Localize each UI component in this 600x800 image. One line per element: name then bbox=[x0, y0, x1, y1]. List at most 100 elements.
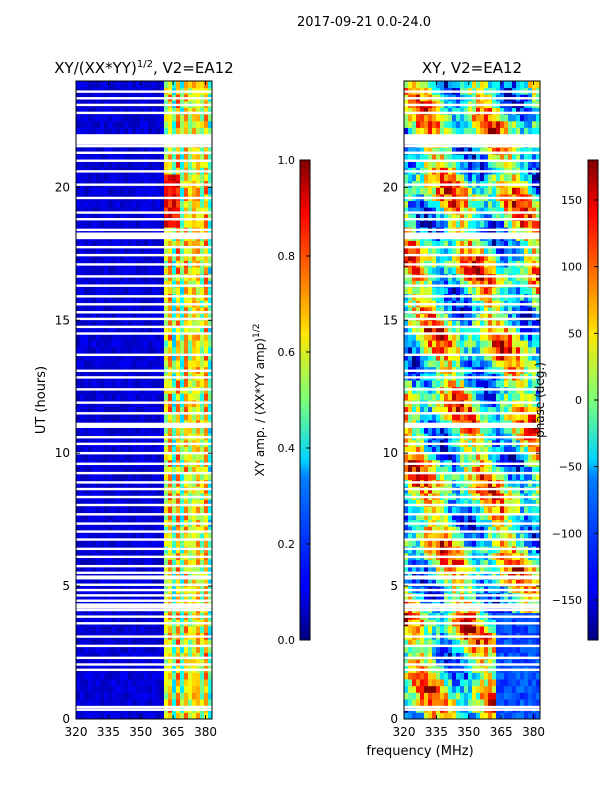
amp-heatmap-cell bbox=[180, 539, 185, 547]
amp-heatmap-cell bbox=[168, 333, 173, 341]
amp-flagged-gap bbox=[76, 183, 212, 186]
ph-heatmap-cell bbox=[536, 699, 540, 707]
amp-heatmap-cell bbox=[176, 240, 181, 248]
ph-heatmap-cell bbox=[508, 406, 513, 414]
ph-heatmap-cell bbox=[432, 559, 437, 567]
amp-heatmap-cell bbox=[180, 599, 185, 607]
amp-heatmap-cell bbox=[148, 120, 153, 128]
ph-heatmap-cell bbox=[456, 692, 461, 700]
amp-heatmap-cell bbox=[148, 240, 153, 248]
amp-heatmap-cell bbox=[108, 532, 113, 540]
amp-heatmap-cell bbox=[172, 599, 177, 607]
amp-heatmap-cell bbox=[112, 127, 117, 135]
amp-heatmap-cell bbox=[116, 652, 121, 660]
amp-heatmap-cell bbox=[108, 466, 113, 474]
amp-heatmap-cell bbox=[148, 639, 153, 647]
amp-heatmap-cell bbox=[132, 393, 137, 401]
amp-heatmap-cell bbox=[188, 213, 193, 221]
amp-heatmap-cell bbox=[108, 652, 113, 660]
amp-heatmap-cell bbox=[92, 473, 97, 481]
amp-heatmap-cell bbox=[76, 679, 81, 687]
ph-heatmap-cell bbox=[536, 672, 540, 680]
amp-heatmap-cell bbox=[148, 625, 153, 634]
amp-heatmap-cell bbox=[128, 559, 133, 567]
amp-heatmap-cell bbox=[176, 187, 181, 195]
amp-heatmap-cell bbox=[184, 127, 189, 135]
ph-heatmap-cell bbox=[440, 692, 445, 700]
amp-flagged-gap bbox=[76, 325, 212, 329]
amp-heatmap-cell bbox=[176, 652, 181, 660]
amp-heatmap-cell bbox=[172, 625, 177, 634]
amp-heatmap-cell bbox=[124, 114, 129, 122]
ph-heatmap-cell bbox=[424, 599, 429, 607]
amp-heatmap-cell bbox=[164, 320, 169, 328]
amp-heatmap-cell bbox=[188, 679, 193, 687]
amp-heatmap-cell bbox=[88, 81, 93, 89]
amp-heatmap-cell bbox=[96, 599, 101, 607]
amp-heatmap-cell bbox=[76, 287, 81, 295]
ph-heatmap-cell bbox=[476, 692, 481, 700]
ph-heatmap-cell bbox=[496, 579, 501, 587]
amp-heatmap-cell bbox=[172, 699, 177, 707]
amp-heatmap-cell bbox=[144, 107, 149, 115]
amp-heatmap-cell bbox=[112, 539, 117, 547]
amp-heatmap-cell bbox=[96, 712, 101, 719]
amp-heatmap-cell bbox=[168, 672, 173, 680]
ph-heatmap-cell bbox=[436, 712, 441, 719]
amp-heatmap-cell bbox=[200, 426, 205, 434]
ph-heatmap-cell bbox=[448, 526, 453, 534]
amp-heatmap-cell bbox=[80, 353, 85, 361]
amp-heatmap-cell bbox=[128, 240, 133, 248]
amp-heatmap-cell bbox=[192, 712, 197, 719]
amp-heatmap-cell bbox=[100, 340, 105, 348]
ph-heatmap-cell bbox=[444, 699, 449, 707]
amp-heatmap-cell bbox=[132, 81, 137, 89]
amp-heatmap-cell bbox=[116, 645, 121, 653]
ph-heatmap-cell bbox=[460, 426, 465, 434]
amp-heatmap-cell bbox=[96, 187, 101, 195]
amp-heatmap-cell bbox=[80, 127, 85, 135]
ph-heatmap-cell bbox=[412, 512, 417, 521]
amp-heatmap-cell bbox=[176, 532, 181, 540]
amp-heatmap-cell bbox=[136, 679, 141, 687]
ph-heatmap-cell bbox=[440, 413, 445, 421]
amp-heatmap-cell bbox=[76, 346, 81, 354]
amp-heatmap-cell bbox=[164, 692, 169, 700]
amp-heatmap-cell bbox=[168, 506, 173, 514]
amp-heatmap-cell bbox=[104, 539, 109, 547]
amp-heatmap-cell bbox=[200, 499, 205, 507]
amp-heatmap-cell bbox=[84, 154, 89, 162]
amp-heatmap-cell bbox=[140, 353, 145, 361]
ph-heatmap-cell bbox=[492, 672, 497, 680]
ph-heatmap-cell bbox=[472, 699, 477, 707]
ph-heatmap-cell bbox=[496, 446, 501, 454]
amp-heatmap-cell bbox=[192, 446, 197, 454]
amp-heatmap-cell bbox=[168, 287, 173, 295]
ph-heatmap-cell bbox=[508, 652, 513, 660]
amp-heatmap-cell bbox=[116, 672, 121, 680]
ph-heatmap-cell bbox=[436, 426, 441, 434]
ph-heatmap-cell bbox=[524, 685, 529, 693]
ph-heatmap-cell bbox=[432, 506, 437, 514]
ph-heatmap-cell bbox=[440, 406, 445, 414]
amp-heatmap-cell bbox=[96, 220, 101, 228]
amp-heatmap-cell bbox=[168, 559, 173, 567]
amp-heatmap-cell bbox=[128, 453, 133, 461]
amp-heatmap-cell bbox=[124, 679, 129, 687]
amp-heatmap-cell bbox=[152, 672, 157, 680]
ph-heatmap-cell bbox=[412, 679, 417, 687]
amp-heatmap-cell bbox=[156, 406, 161, 414]
ph-heatmap-cell bbox=[432, 625, 437, 634]
amp-heatmap-cell bbox=[108, 120, 113, 128]
amp-heatmap-cell bbox=[116, 466, 121, 474]
ph-heatmap-cell bbox=[512, 406, 517, 414]
amp-heatmap-cell bbox=[200, 160, 205, 168]
ph-heatmap-cell bbox=[496, 712, 501, 719]
amp-heatmap-cell bbox=[196, 512, 201, 521]
amp-heatmap-cell bbox=[88, 413, 93, 421]
ph-heatmap-cell bbox=[532, 453, 537, 461]
ph-heatmap-cell bbox=[532, 712, 537, 719]
amp-heatmap-cell bbox=[180, 287, 185, 295]
amp-heatmap-cell bbox=[120, 267, 125, 275]
amp-heatmap-cell bbox=[116, 81, 121, 89]
